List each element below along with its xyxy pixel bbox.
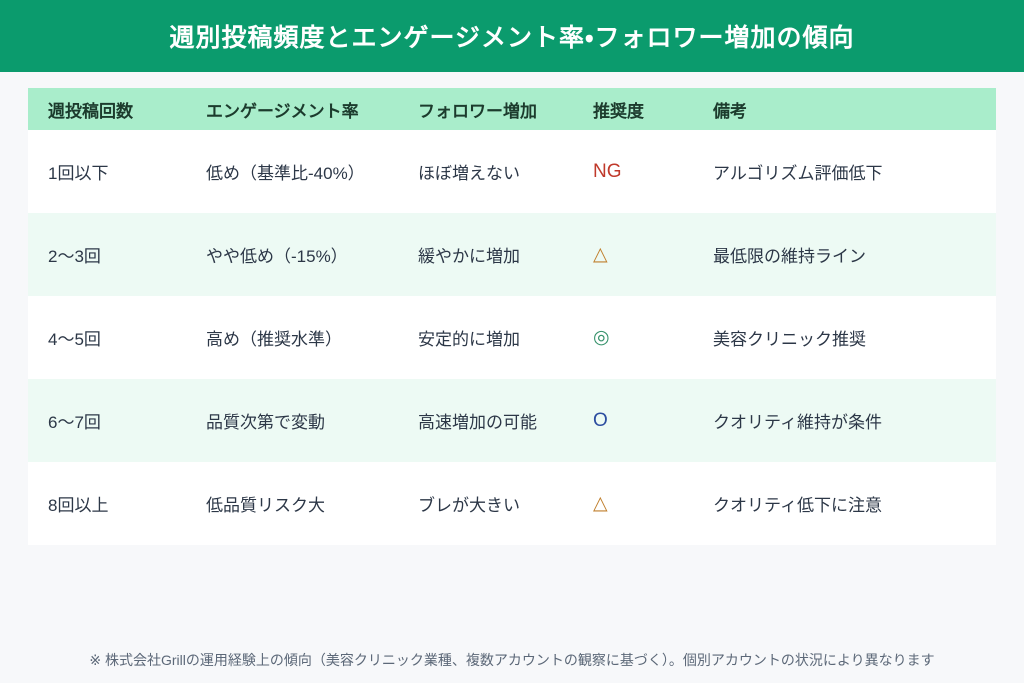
frequency-cell: 6〜7回: [48, 413, 101, 432]
note-cell: クオリティ維持が条件: [713, 413, 882, 432]
column-header-frequency: 週投稿回数: [28, 88, 186, 130]
table-row: 6〜7回 品質次第で変動 高速増加の可能 O クオリティ維持が条件: [28, 379, 996, 462]
frequency-cell: 2〜3回: [48, 247, 101, 266]
rating-badge: ◎: [593, 327, 610, 348]
follower-cell: ブレが大きい: [418, 496, 520, 515]
table-row: 4〜5回 高め（推奨水準） 安定的に増加 ◎ 美容クリニック推奨: [28, 296, 996, 379]
page-title: 週別投稿頻度とエンゲージメント率・フォロワー増加の傾向: [169, 24, 855, 52]
table-header-row: 週投稿回数 エンゲージメント率 フォロワー増加 推奨度 備考: [28, 88, 996, 130]
column-header-engagement: エンゲージメント率: [186, 88, 398, 130]
table-row: 1回以下 低め（基準比-40%） ほぼ増えない NG アルゴリズム評価低下: [28, 130, 996, 213]
follower-cell: 安定的に増加: [418, 330, 520, 349]
engagement-cell: やや低め（-15%）: [206, 247, 348, 266]
engagement-cell: 高め（推奨水準）: [206, 330, 342, 349]
column-header-note: 備考: [693, 88, 996, 130]
note-cell: アルゴリズム評価低下: [713, 164, 883, 183]
table-row: 2〜3回 やや低め（-15%） 緩やかに増加 △ 最低限の維持ライン: [28, 213, 996, 296]
engagement-cell: 低め（基準比-40%）: [206, 164, 365, 183]
note-cell: 最低限の維持ライン: [713, 247, 866, 266]
frequency-cell: 8回以上: [48, 496, 109, 515]
rating-badge: △: [593, 244, 608, 265]
title-bar: 週別投稿頻度とエンゲージメント率・フォロワー増加の傾向: [0, 0, 1024, 72]
follower-cell: 高速増加の可能: [418, 413, 537, 432]
footnote: ※ 株式会社Grillの運用経験上の傾向（美容クリニック業種、複数アカウントの観…: [89, 652, 935, 668]
rating-badge: O: [593, 409, 608, 431]
frequency-table: 週投稿回数 エンゲージメント率 フォロワー増加 推奨度 備考 1回以下 低め（基…: [28, 88, 996, 545]
engagement-cell: 品質次第で変動: [206, 413, 325, 432]
table-row: 8回以上 低品質リスク大 ブレが大きい △ クオリティ低下に注意: [28, 462, 996, 545]
note-cell: クオリティ低下に注意: [713, 496, 882, 515]
frequency-cell: 1回以下: [48, 164, 109, 183]
follower-cell: 緩やかに増加: [418, 247, 520, 266]
note-cell: 美容クリニック推奨: [713, 330, 866, 349]
engagement-cell: 低品質リスク大: [206, 496, 325, 515]
rating-badge: △: [593, 493, 608, 514]
frequency-cell: 4〜5回: [48, 330, 101, 349]
column-header-follower: フォロワー増加: [398, 88, 573, 130]
column-header-rating: 推奨度: [573, 88, 693, 130]
follower-cell: ほぼ増えない: [418, 164, 520, 183]
rating-badge: NG: [593, 160, 622, 182]
